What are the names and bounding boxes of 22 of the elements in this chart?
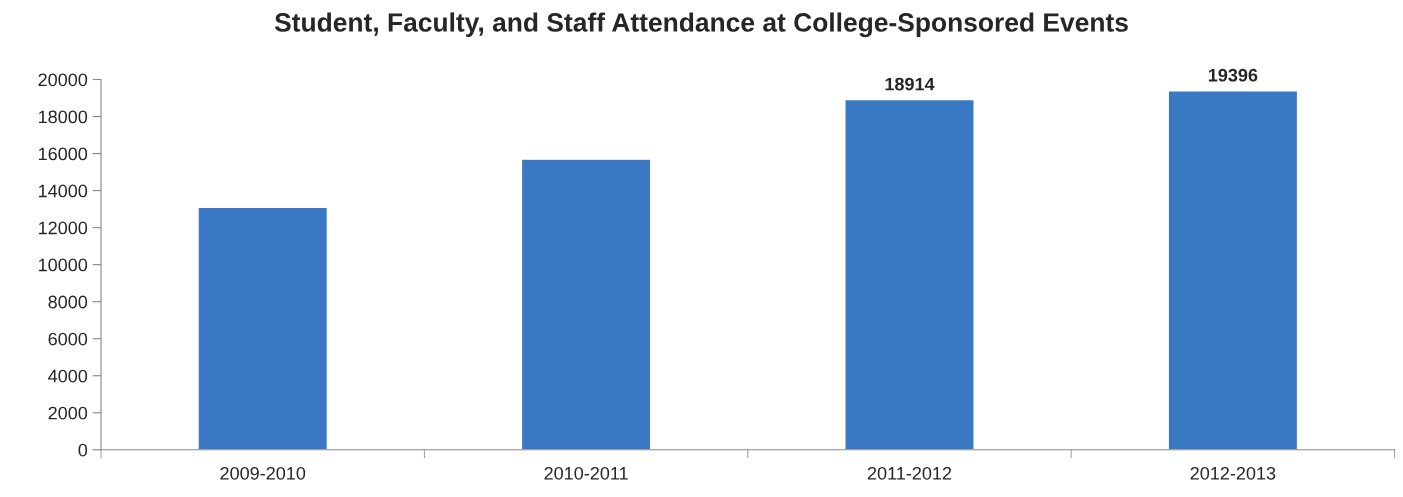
data-label: 18914	[885, 77, 935, 91]
x-tick-label: 2011-2012	[867, 466, 952, 480]
y-tick-label: 20000	[38, 73, 88, 87]
bar	[520, 158, 652, 450]
y-tick-label: 2000	[48, 406, 88, 420]
chart-title: Student, Faculty, and Staff Attendance at College-Sponsored Events	[274, 12, 1128, 38]
y-tick-label: 4000	[48, 369, 88, 383]
bar	[1167, 90, 1299, 450]
y-tick-label: 16000	[39, 147, 88, 161]
y-tick-label: 8000	[48, 295, 88, 309]
y-tick-label: 18000	[39, 110, 88, 124]
y-tick-label: 14000	[39, 184, 88, 198]
bar	[197, 206, 329, 450]
data-label: 19396	[1208, 68, 1258, 82]
y-tick-label: 0	[78, 443, 88, 457]
y-tick-label: 12000	[39, 221, 88, 235]
x-tick-label: 2012-2013	[1190, 466, 1276, 480]
bar	[844, 98, 975, 450]
y-tick-label: 10000	[39, 258, 88, 272]
x-tick-label: 2010-2011	[544, 466, 628, 480]
x-tick-label: 2009-2010	[220, 466, 306, 480]
y-tick-label: 6000	[48, 332, 88, 346]
